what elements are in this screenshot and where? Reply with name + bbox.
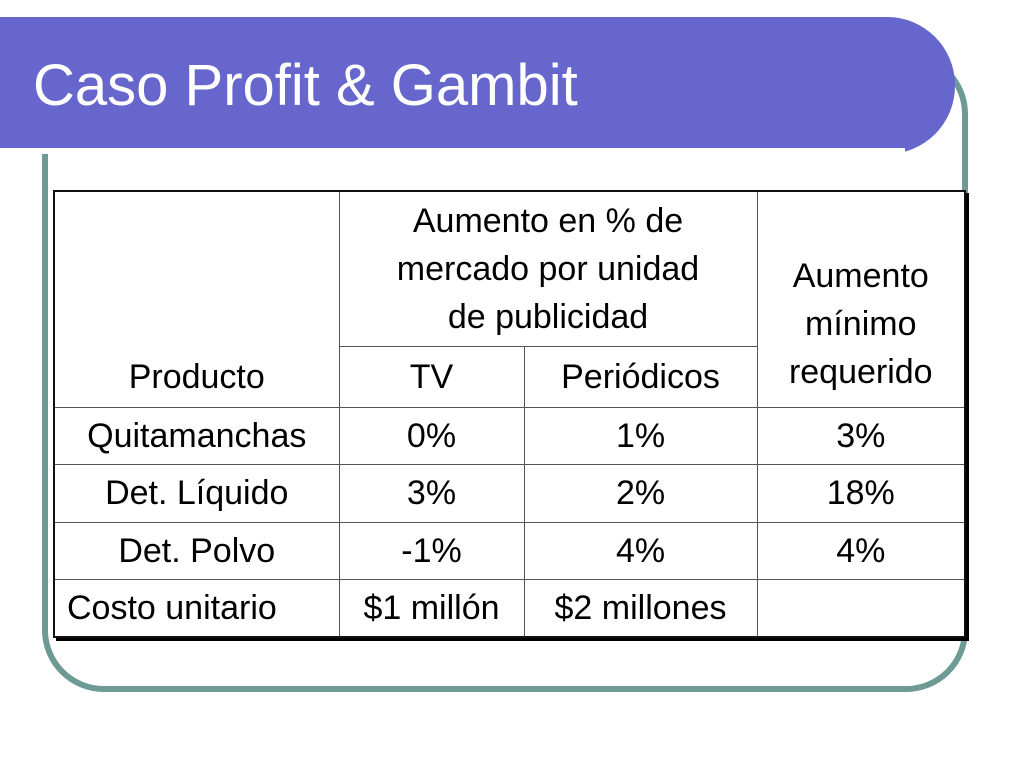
- cell-product: Costo unitario: [53, 579, 340, 638]
- advertising-table: Producto Aumento en % de mercado por uni…: [53, 190, 967, 638]
- cell-tv: 3%: [338, 464, 525, 523]
- cell-minimo: 18%: [756, 464, 966, 523]
- header-tv: TV: [338, 346, 525, 408]
- header-row-1: Producto Aumento en % de mercado por uni…: [53, 190, 966, 408]
- header-row-2: TV Periódicos: [54, 346, 965, 408]
- table-row: Quitamanchas 0% 1% 3%: [53, 406, 966, 466]
- cell-tv: $1 millón: [338, 579, 525, 638]
- header-group-line: Aumento en % de: [412, 202, 684, 241]
- header-min-line: Aumento: [792, 257, 929, 296]
- cell-minimo: [756, 579, 966, 638]
- cell-product: Quitamanchas: [53, 406, 340, 466]
- header-periodicos: Periódicos: [523, 346, 758, 408]
- cell-periodicos: 2%: [523, 464, 758, 523]
- cell-periodicos: $2 millones: [523, 579, 758, 638]
- header-group-line: mercado por unidad: [396, 250, 700, 289]
- title-band: Caso Profit & Gambit: [0, 17, 955, 154]
- cell-product: Det. Polvo: [53, 521, 340, 581]
- header-min-line: mínimo: [805, 305, 917, 344]
- title-underline: [0, 148, 905, 154]
- slide-title: Caso Profit & Gambit: [33, 53, 578, 118]
- header-group-line: de publicidad: [447, 298, 649, 337]
- table-row: Det. Polvo -1% 4% 4%: [53, 521, 966, 581]
- cell-minimo: 3%: [756, 406, 966, 466]
- header-minimum-required: Aumento mínimo requerido: [756, 190, 966, 408]
- cell-minimo: 4%: [756, 521, 966, 581]
- header-product-label: Producto: [128, 357, 265, 396]
- cell-product: Det. Líquido: [53, 464, 340, 523]
- cell-periodicos: 1%: [523, 406, 758, 466]
- header-min-line: requerido: [788, 353, 933, 392]
- header-market-increase: Aumento en % de mercado por unidad de pu…: [338, 190, 758, 348]
- cell-periodicos: 4%: [523, 521, 758, 581]
- table-row: Det. Líquido 3% 2% 18%: [53, 464, 966, 523]
- header-product: Producto: [53, 190, 340, 408]
- cell-tv: -1%: [338, 521, 525, 581]
- table-row: Costo unitario $1 millón $2 millones: [53, 579, 966, 638]
- cell-tv: 0%: [338, 406, 525, 466]
